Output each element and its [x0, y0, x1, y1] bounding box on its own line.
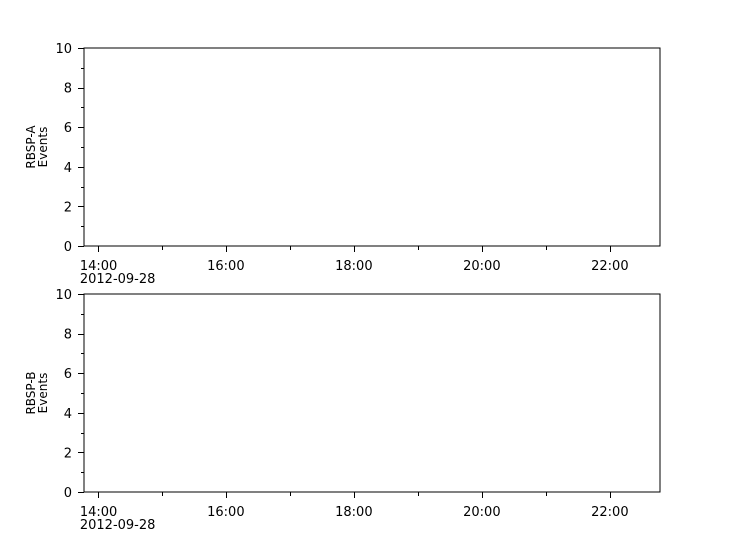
x-date-label: 2012-09-28 — [80, 272, 156, 287]
x-tick-label: 18:00 — [335, 259, 372, 274]
plot-frame — [83, 293, 661, 493]
x-tick-label: 22:00 — [591, 505, 628, 520]
y-axis-label: RBSP-B — [24, 371, 38, 414]
y-tick-label: 10 — [55, 42, 72, 57]
x-tick-label: 18:00 — [335, 505, 372, 520]
y-tick-label: 4 — [64, 407, 72, 422]
x-tick-label: 20:00 — [463, 505, 500, 520]
x-tick-label: 14:00 — [80, 505, 117, 520]
x-date-label: 2012-09-28 — [80, 518, 156, 533]
x-tick-label: 16:00 — [207, 505, 244, 520]
x-tick-label: 20:00 — [463, 259, 500, 274]
y-tick-label: 2 — [64, 200, 72, 215]
y-tick-label: 0 — [64, 240, 72, 255]
x-tick-label: 22:00 — [591, 259, 628, 274]
plot-frame — [83, 47, 661, 247]
y-tick-label: 6 — [64, 367, 72, 382]
x-tick-label: 14:00 — [80, 259, 117, 274]
x-tick-label: 16:00 — [207, 259, 244, 274]
y-tick-label: 0 — [64, 486, 72, 501]
y-tick-label: 6 — [64, 121, 72, 136]
y-tick-label: 8 — [64, 328, 72, 343]
y-axis-label: Events — [36, 127, 50, 168]
y-tick-label: 4 — [64, 161, 72, 176]
y-tick-label: 2 — [64, 446, 72, 461]
panel-2: 0 2 4 6 8 10 14:00 16:00 18:00 20:00 22:00 2012-09-… — [24, 288, 661, 533]
panel-1: 0 2 4 6 8 10 14:00 16:00 18:00 20:00 22:00 2012-09-… — [24, 42, 661, 287]
y-axis-label: Events — [36, 373, 50, 414]
y-axis-label: RBSP-A — [24, 125, 38, 169]
y-tick-label: 10 — [55, 288, 72, 303]
y-tick-label: 8 — [64, 82, 72, 97]
